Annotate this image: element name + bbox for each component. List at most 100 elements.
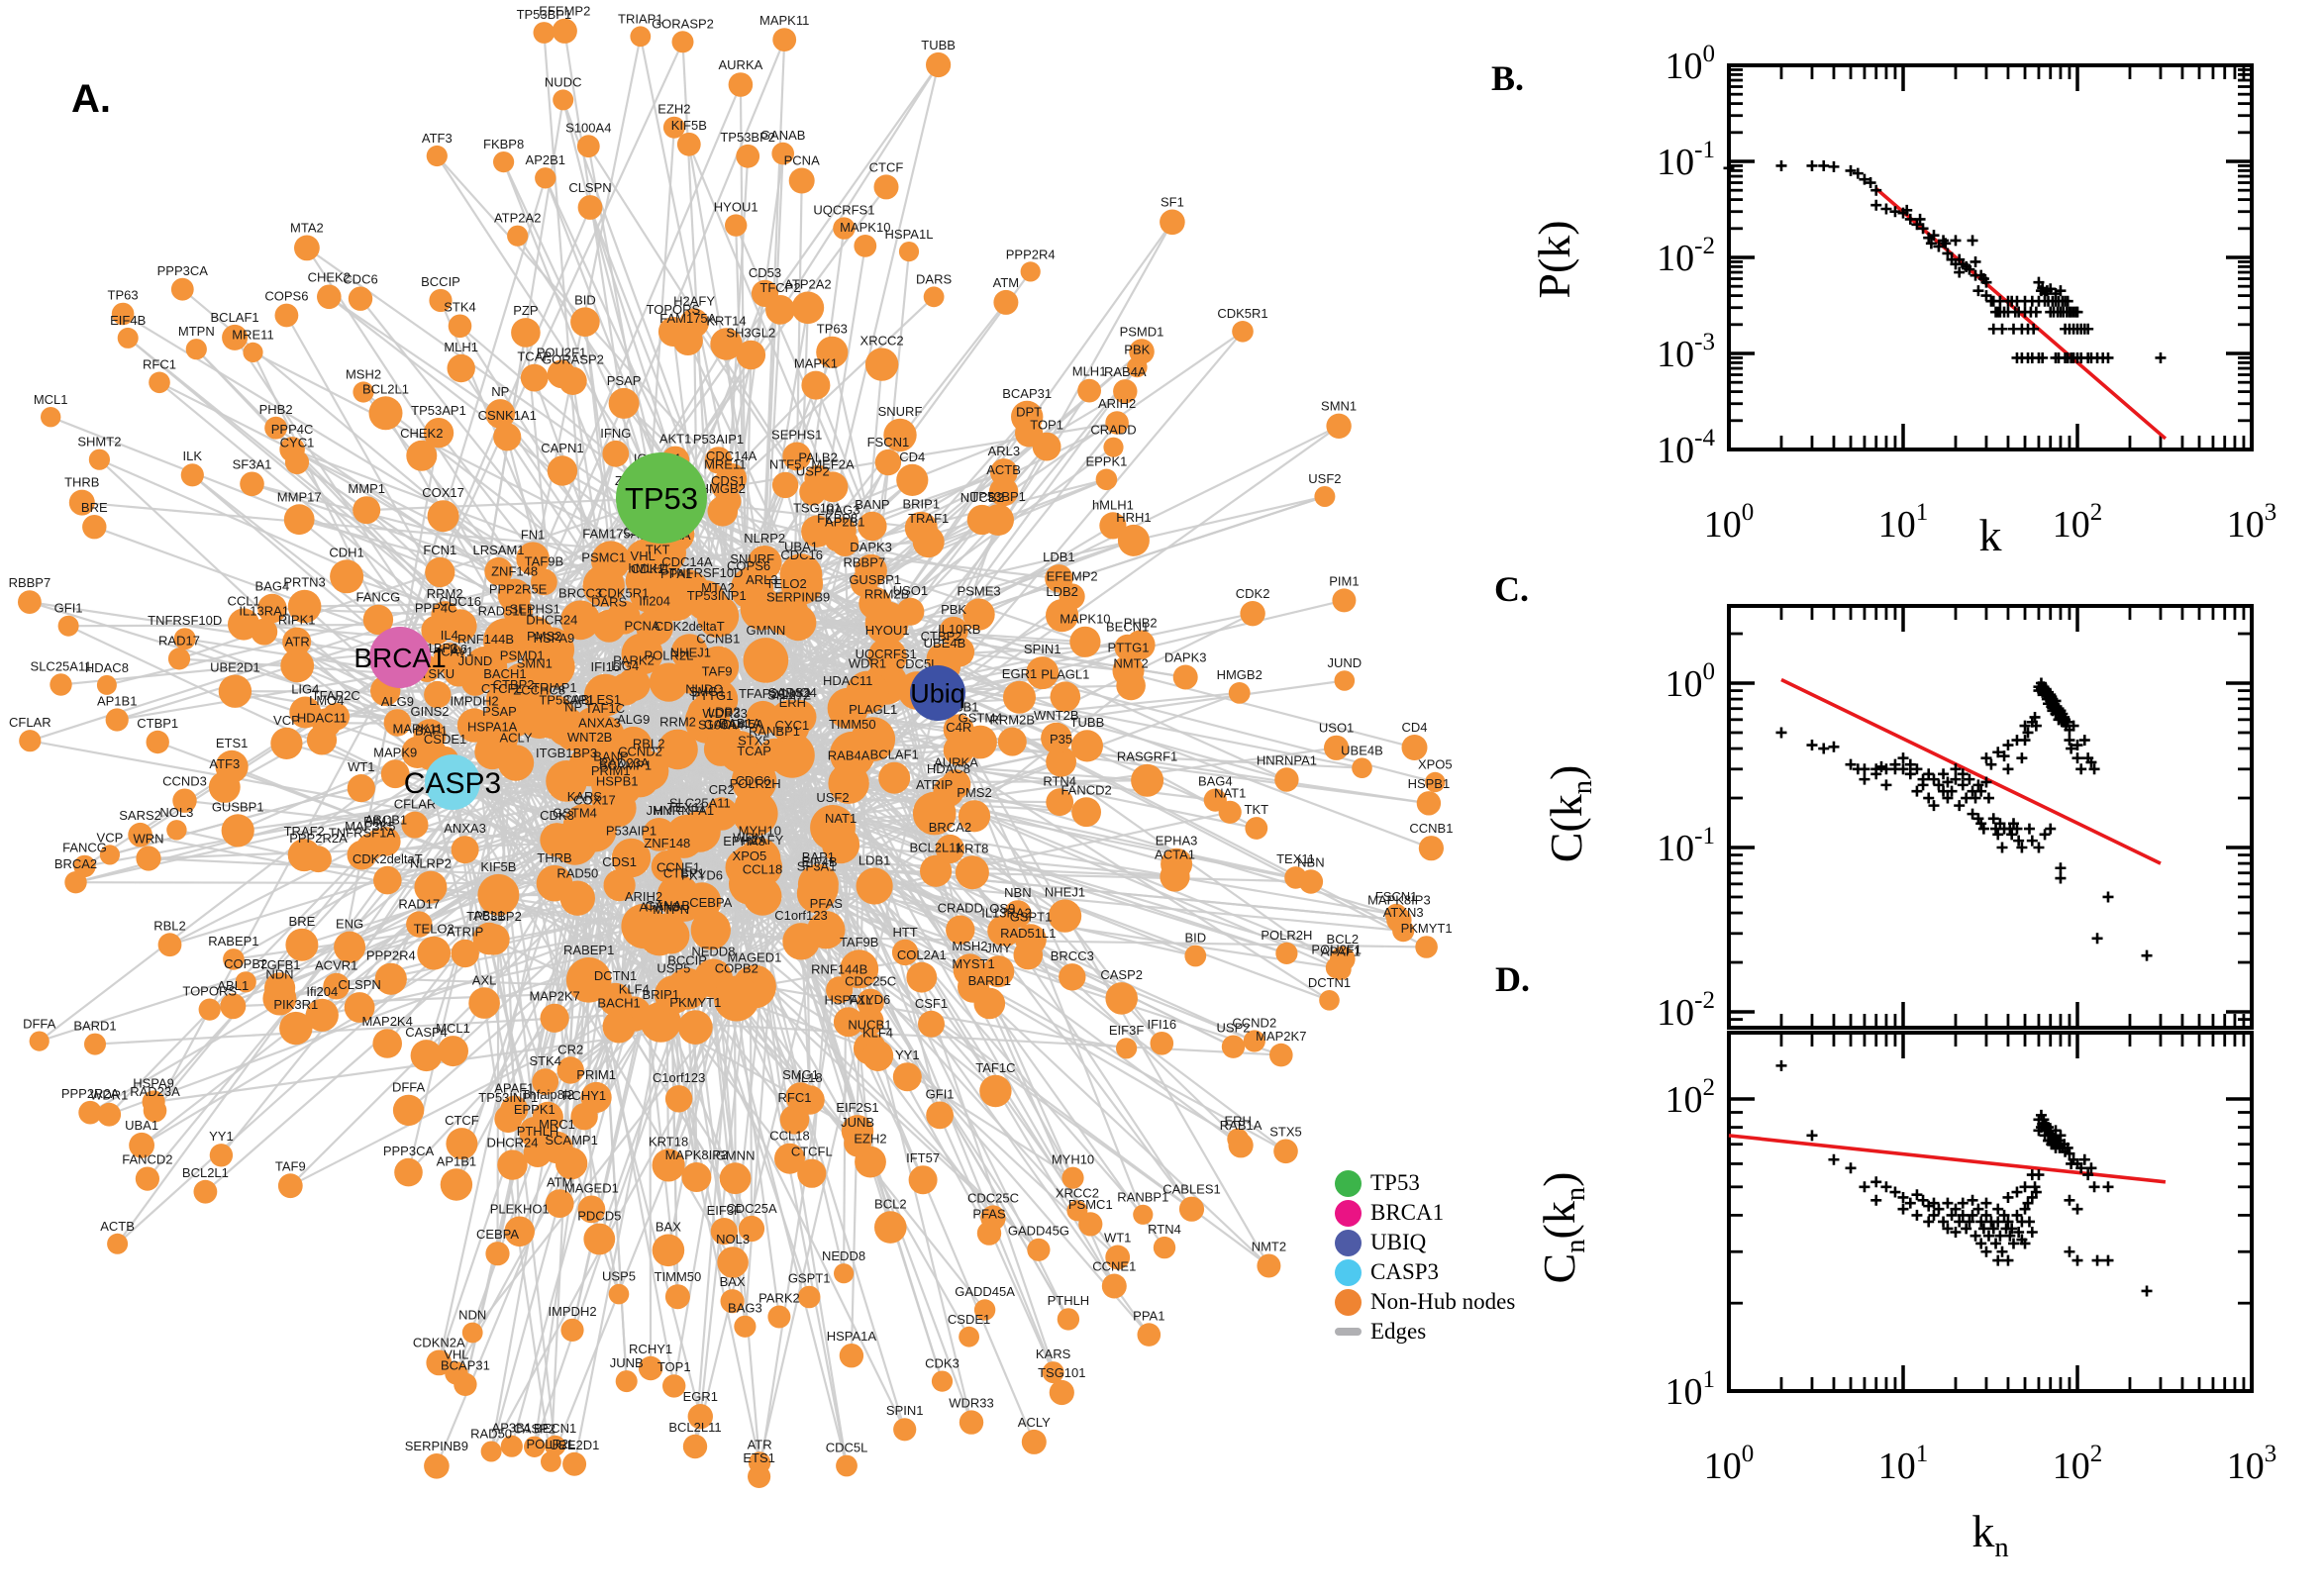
data-point bbox=[1982, 792, 1994, 804]
data-point bbox=[2006, 829, 2018, 841]
data-point bbox=[1859, 773, 1870, 785]
tick-label: 102 bbox=[1666, 1074, 1716, 1121]
data-point bbox=[2055, 872, 2067, 884]
tick-label: 10-1 bbox=[1657, 823, 1715, 869]
tick-label: 103 bbox=[2227, 1441, 2277, 1487]
data-point bbox=[2155, 351, 2167, 363]
network-edge bbox=[884, 682, 1163, 1045]
data-point bbox=[1870, 1176, 1882, 1188]
data-point bbox=[1845, 1162, 1857, 1174]
network-edge bbox=[831, 351, 936, 814]
data-point bbox=[2102, 1181, 2114, 1193]
fit-line bbox=[1874, 187, 2168, 441]
data-point bbox=[2071, 1254, 2083, 1266]
scatter-points bbox=[1775, 677, 2153, 961]
fit-line bbox=[1728, 1134, 2167, 1184]
data-point bbox=[2026, 835, 2038, 847]
data-point bbox=[1818, 159, 1830, 171]
data-point bbox=[2029, 1181, 2041, 1193]
data-point bbox=[2002, 763, 2014, 775]
data-point bbox=[1806, 159, 1818, 171]
data-point bbox=[1917, 1194, 1929, 1206]
data-point bbox=[1806, 740, 1818, 751]
fit-line bbox=[1780, 677, 2162, 865]
data-point bbox=[1923, 768, 1935, 780]
scatter-points bbox=[1723, 159, 2167, 363]
plot-frame bbox=[1727, 604, 2254, 1030]
data-point bbox=[1928, 800, 1940, 812]
tick-label: 101 bbox=[1666, 1366, 1716, 1413]
data-point bbox=[1889, 1186, 1901, 1198]
data-point bbox=[1964, 773, 1975, 785]
data-point bbox=[2026, 1227, 2038, 1238]
tick-label: 10-1 bbox=[1657, 137, 1715, 183]
data-point bbox=[1961, 792, 1972, 804]
data-point bbox=[2055, 862, 2067, 874]
tick-label: 100 bbox=[1704, 499, 1755, 546]
data-point bbox=[1942, 1197, 1954, 1209]
data-point bbox=[2033, 1169, 2045, 1181]
data-point bbox=[1911, 785, 1923, 797]
data-point bbox=[1950, 235, 1962, 247]
data-point bbox=[1992, 829, 2004, 841]
data-point bbox=[2039, 829, 2051, 841]
data-point bbox=[1967, 1194, 1978, 1206]
data-point bbox=[1972, 1203, 1984, 1215]
axis-title: C(kn) bbox=[1541, 765, 1598, 863]
tick-label: 100 bbox=[1666, 41, 1716, 87]
data-point bbox=[1897, 1191, 1909, 1203]
plot-frame bbox=[1727, 63, 2254, 451]
data-point bbox=[1957, 779, 1969, 791]
data-point bbox=[1954, 800, 1966, 812]
network-edge bbox=[686, 591, 1331, 1002]
tick-label: 103 bbox=[2227, 499, 2277, 546]
tick-label: 10-2 bbox=[1657, 233, 1715, 279]
data-point bbox=[2091, 933, 2103, 945]
data-point bbox=[1828, 1153, 1840, 1165]
network-edge bbox=[464, 782, 612, 851]
tick-label: 10-4 bbox=[1657, 425, 1715, 471]
data-point bbox=[2045, 823, 2057, 835]
data-point bbox=[2028, 323, 2040, 335]
data-point bbox=[2102, 891, 2114, 903]
network-edge bbox=[550, 998, 738, 1462]
data-point bbox=[2030, 306, 2042, 318]
data-point bbox=[1923, 792, 1935, 804]
data-point bbox=[1818, 743, 1830, 754]
data-point bbox=[1806, 1130, 1818, 1142]
plot-frame bbox=[1727, 1031, 2254, 1393]
data-point bbox=[1980, 1246, 1992, 1257]
axis-title: Cn(kn) bbox=[1534, 1172, 1591, 1284]
data-point bbox=[2102, 351, 2114, 363]
data-point bbox=[1775, 727, 1787, 739]
data-point bbox=[2075, 763, 2087, 775]
data-point bbox=[1992, 1203, 2004, 1215]
data-point bbox=[1870, 199, 1882, 211]
data-point bbox=[2019, 1181, 2031, 1193]
data-point bbox=[1880, 1181, 1892, 1193]
data-point bbox=[1859, 1181, 1870, 1193]
axis-title: P(k) bbox=[1529, 220, 1579, 298]
data-point bbox=[1970, 255, 1981, 267]
data-point bbox=[1897, 752, 1909, 764]
data-point bbox=[1970, 1230, 1981, 1242]
scatter-points bbox=[1775, 1059, 2153, 1297]
tick-label: 101 bbox=[1878, 499, 1929, 546]
data-point bbox=[2002, 1254, 2014, 1266]
data-point bbox=[1980, 1197, 1992, 1209]
tick-label: 101 bbox=[1878, 1441, 1929, 1487]
network-edge bbox=[305, 247, 635, 747]
data-point bbox=[1996, 842, 2008, 853]
data-point bbox=[2033, 842, 2045, 853]
tick-label: 10-2 bbox=[1657, 987, 1715, 1034]
data-point bbox=[1957, 1197, 1969, 1209]
data-point bbox=[1923, 1216, 1935, 1228]
data-point bbox=[2071, 1203, 2083, 1215]
data-point bbox=[2016, 752, 2028, 764]
data-point bbox=[2091, 1254, 2103, 1266]
data-point bbox=[1828, 160, 1840, 172]
data-point bbox=[2002, 1191, 2014, 1203]
data-point bbox=[2141, 1285, 2153, 1297]
